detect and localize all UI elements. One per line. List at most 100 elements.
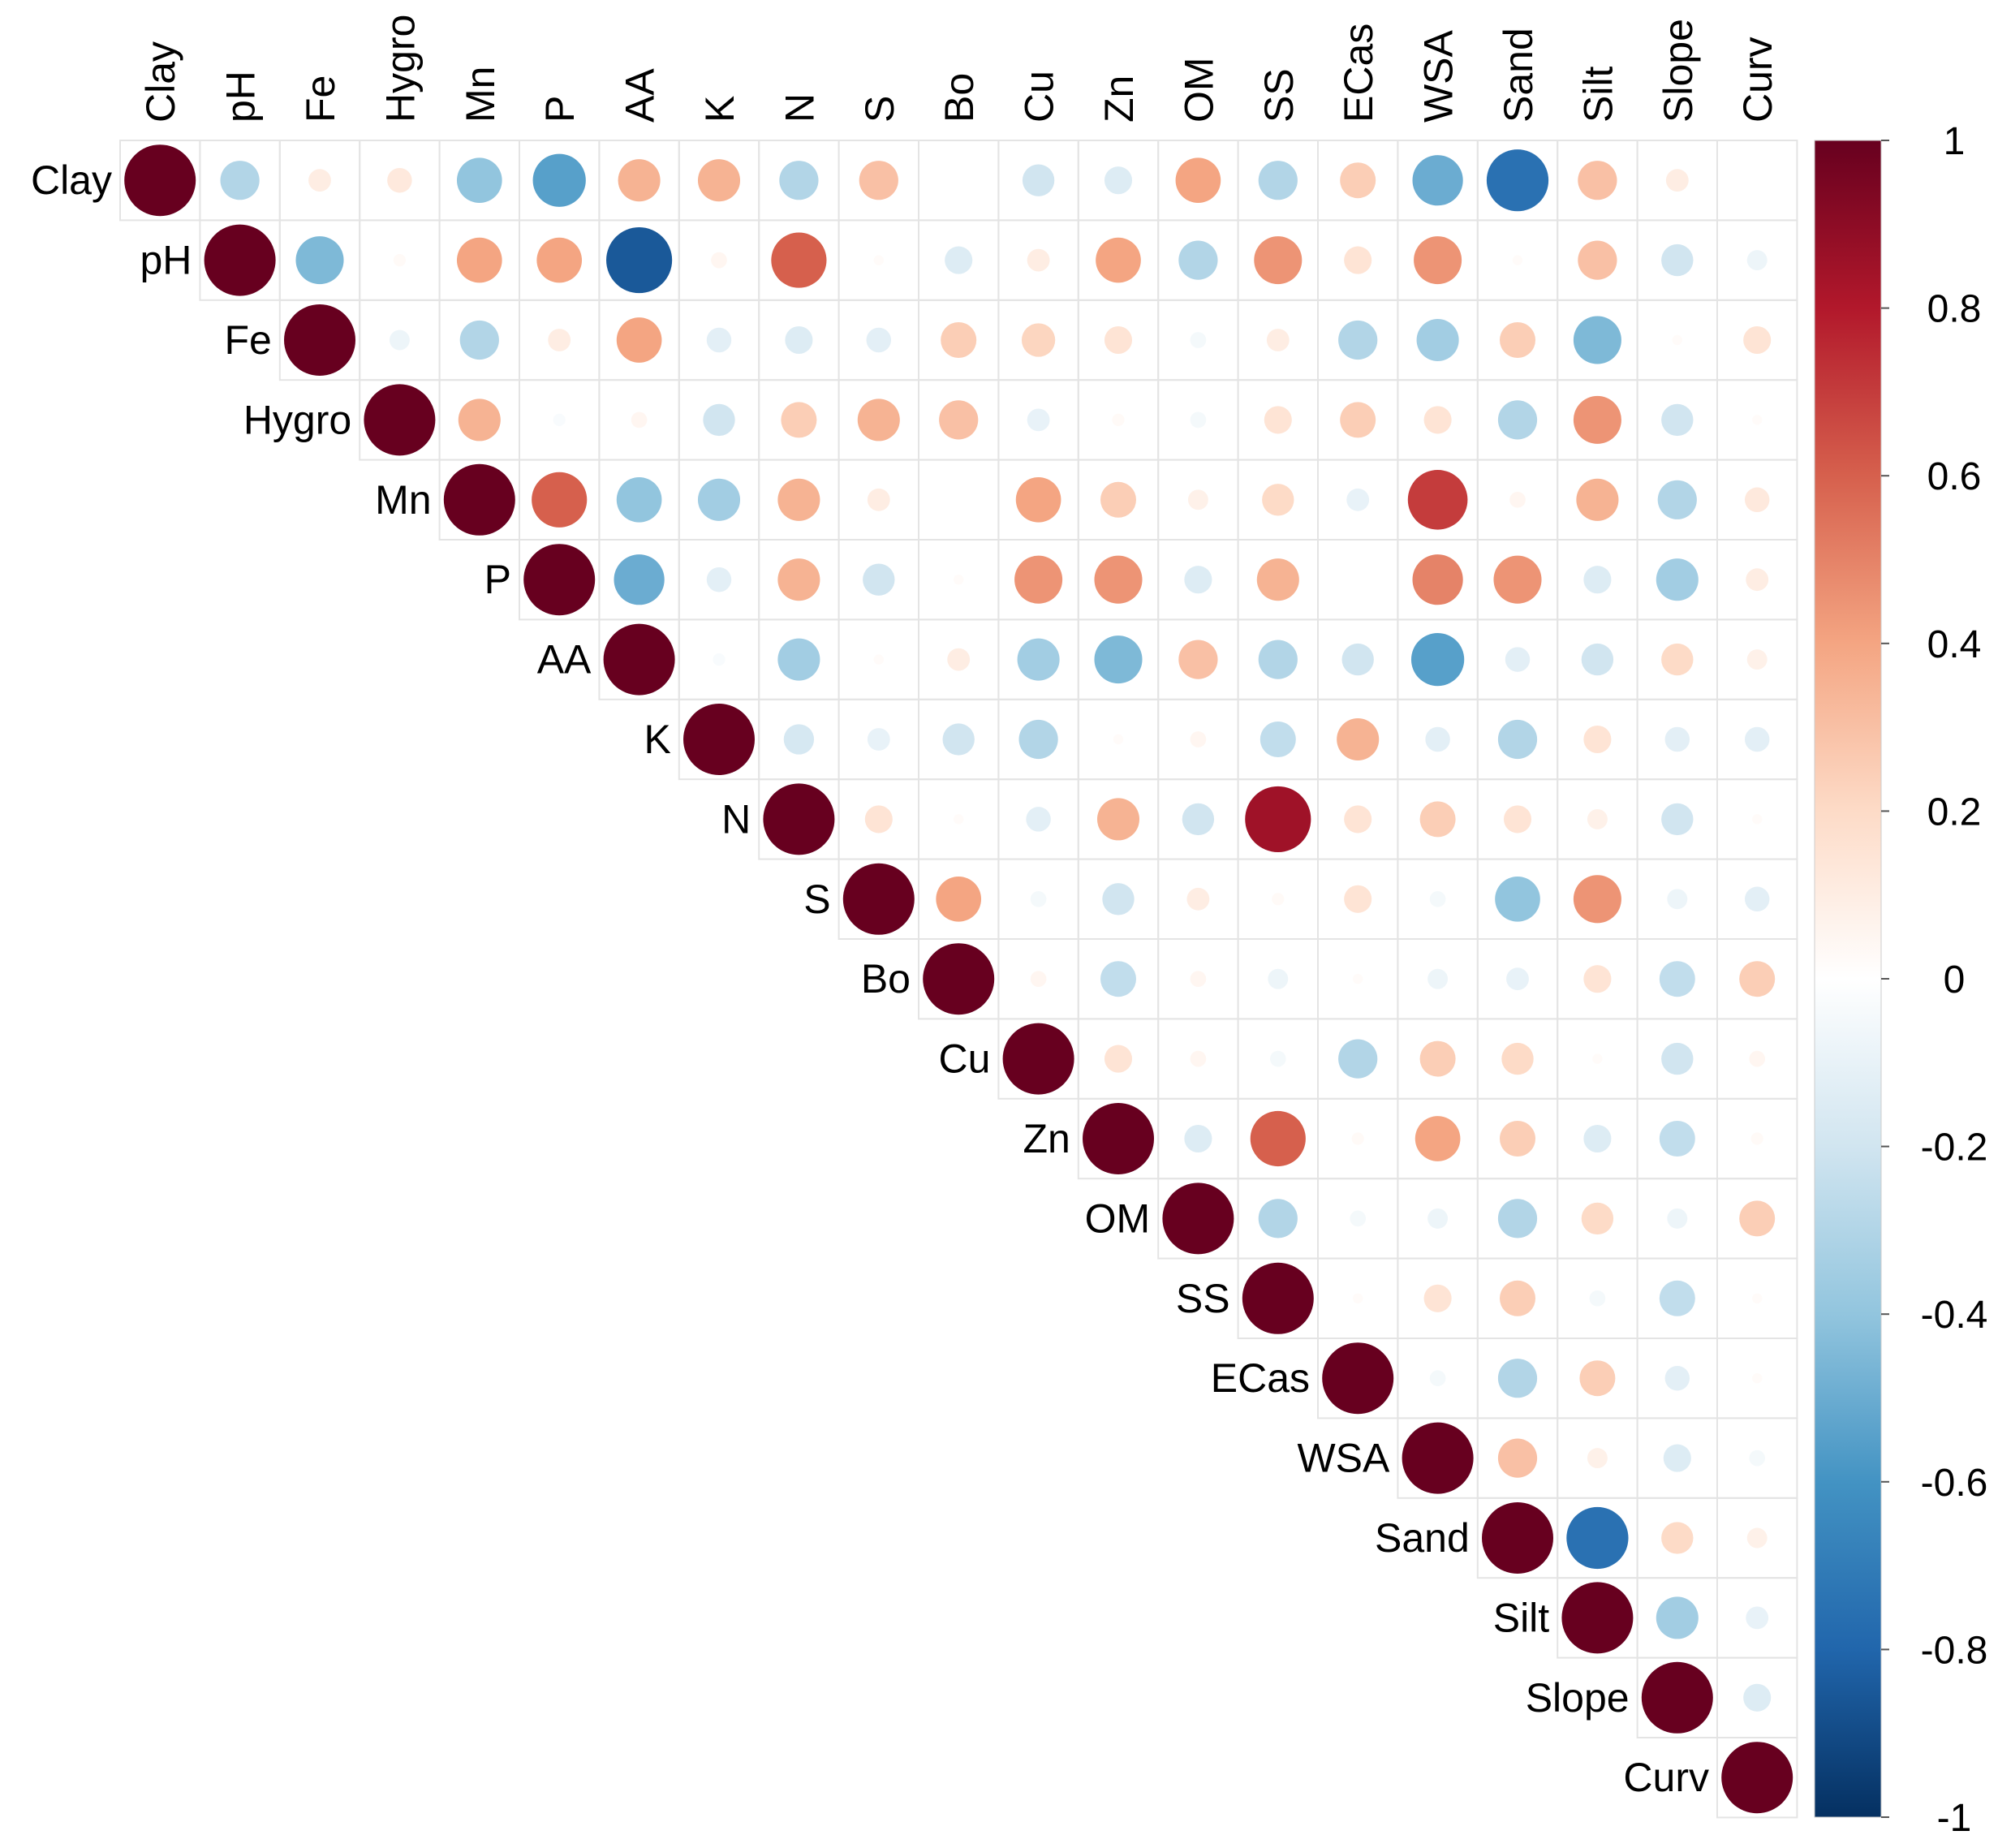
corr-circle-zn-ss (1250, 1110, 1306, 1167)
corr-circle-hygro-s (857, 398, 900, 442)
corr-circle-sand-curv (1746, 1527, 1768, 1549)
corr-circle-clay-silt (1578, 161, 1617, 200)
corr-circle-hygro-zn (1112, 413, 1125, 427)
correlation-circles (124, 144, 1793, 1814)
corr-circle-ss-wsa (1423, 1284, 1452, 1312)
corr-circle-n-sand (1503, 805, 1532, 834)
corr-circle-mn-cu (1015, 476, 1061, 523)
row-label-p: P (484, 557, 511, 602)
corr-circle-mn-slope (1657, 480, 1697, 519)
corr-circle-n-silt (1587, 808, 1608, 829)
corr-circle-hygro-om (1190, 411, 1207, 429)
corr-circle-aa-ecas (1341, 643, 1374, 676)
corr-circle-cu-curv (1749, 1050, 1766, 1067)
colorbar-tick-label: -0.6 (1921, 1462, 1988, 1505)
corr-circle-clay-mn (456, 157, 502, 204)
corr-circle-ph-zn (1096, 237, 1141, 283)
corr-circle-ecas-sand (1497, 1359, 1538, 1398)
colorbar-gradient (1814, 140, 1882, 1818)
corr-circle-hygro-p (553, 413, 566, 427)
corr-circle-fe-cu (1021, 323, 1056, 357)
corr-circle-clay-sand (1486, 149, 1549, 212)
corr-circle-fe-zn (1104, 325, 1133, 355)
corr-circle-om-curv (1739, 1200, 1776, 1237)
corr-circle-clay-zn (1104, 166, 1133, 195)
corr-circle-p-ss (1256, 558, 1299, 601)
corr-circle-ss-ecas (1352, 1293, 1363, 1304)
row-label-slope: Slope (1526, 1675, 1630, 1721)
corr-circle-clay-fe (308, 169, 331, 192)
col-label-om: OM (1176, 57, 1221, 123)
corr-circle-s-ss (1272, 893, 1285, 906)
corr-circle-fe-k (706, 327, 732, 353)
corr-circle-p-n (777, 558, 820, 601)
corr-circle-p-slope (1656, 558, 1699, 601)
col-label-p: P (537, 96, 583, 123)
corr-circle-clay-n (779, 161, 819, 200)
corr-circle-ss-silt (1589, 1290, 1606, 1307)
col-label-cu: Cu (1017, 71, 1062, 123)
colorbar-tick-label: 0.8 (1927, 288, 1982, 331)
row-label-bo: Bo (861, 956, 911, 1002)
corr-circle-p-p (523, 544, 596, 616)
corr-circle-aa-k (713, 653, 726, 666)
col-label-n: N (777, 93, 822, 123)
col-label-sand: Sand (1496, 28, 1541, 123)
corr-circle-p-silt (1583, 566, 1612, 594)
col-label-fe: Fe (298, 75, 343, 123)
col-label-ph: pH (218, 71, 264, 123)
row-label-wsa: WSA (1297, 1436, 1390, 1481)
corr-circle-mn-n (777, 478, 820, 521)
corr-circle-hygro-hygro (364, 384, 436, 456)
corr-circle-sand-slope (1661, 1522, 1694, 1554)
corr-circle-ecas-curv (1751, 1372, 1763, 1384)
corr-circle-ecas-ecas (1322, 1342, 1394, 1415)
corr-circle-silt-silt (1561, 1582, 1634, 1654)
column-labels: Clay pH Fe Hygro Mn P AA K N S Bo Cu Zn OM SS ECas WSA Sa… (138, 15, 1781, 123)
col-label-ss: SS (1256, 68, 1302, 123)
corr-circle-ph-curv (1746, 250, 1768, 271)
corr-circle-mn-om (1187, 489, 1208, 510)
corr-circle-n-curv (1751, 814, 1763, 825)
corr-circle-clay-ecas (1340, 162, 1376, 199)
corr-circle-ph-cu (1027, 248, 1050, 272)
colorbar-tick-label: -0.2 (1921, 1126, 1988, 1170)
corr-circle-aa-s (873, 654, 885, 665)
corr-circle-fe-om (1190, 332, 1207, 348)
row-label-cu: Cu (938, 1036, 990, 1082)
corr-circle-k-n (783, 724, 815, 755)
corr-circle-k-zn (1113, 734, 1124, 745)
corr-circle-clay-ss (1258, 161, 1298, 200)
corr-circle-clay-slope (1665, 169, 1689, 192)
corr-circle-ecas-wsa (1429, 1370, 1446, 1387)
corr-circle-zn-silt (1583, 1124, 1612, 1153)
corr-circle-n-slope (1661, 803, 1694, 836)
corr-circle-wsa-wsa (1402, 1422, 1474, 1494)
corr-circle-silt-curv (1746, 1606, 1769, 1630)
corr-circle-clay-hygro (387, 167, 412, 193)
corr-circle-cu-wsa (1419, 1040, 1456, 1077)
corr-circle-fe-fe (284, 304, 355, 376)
corr-circle-zn-zn (1083, 1103, 1154, 1174)
corr-circle-aa-bo (947, 648, 971, 671)
corr-circle-fe-slope (1672, 334, 1683, 346)
colorbar-tick-label: 1 (1944, 120, 1966, 163)
corr-circle-sand-sand (1482, 1502, 1553, 1574)
corr-circle-ph-p (536, 237, 583, 283)
grid-cell (918, 140, 1000, 222)
corr-circle-s-ecas (1344, 885, 1372, 913)
corr-circle-zn-om (1184, 1124, 1212, 1153)
row-label-ph: pH (140, 238, 192, 283)
corr-circle-mn-zn (1100, 481, 1136, 518)
col-label-zn: Zn (1096, 75, 1142, 123)
corr-circle-ss-slope (1659, 1280, 1695, 1316)
corr-circle-curv-curv (1721, 1742, 1793, 1814)
corr-circle-mn-p (532, 472, 588, 528)
corr-circle-p-om (1184, 566, 1212, 594)
corr-circle-bo-ecas (1352, 973, 1363, 984)
corr-circle-hygro-sand (1497, 400, 1538, 440)
corr-circle-s-silt (1573, 875, 1621, 924)
corr-circle-fe-aa (616, 317, 662, 363)
corr-circle-ss-curv (1751, 1293, 1763, 1304)
corr-circle-ecas-silt (1579, 1360, 1616, 1397)
